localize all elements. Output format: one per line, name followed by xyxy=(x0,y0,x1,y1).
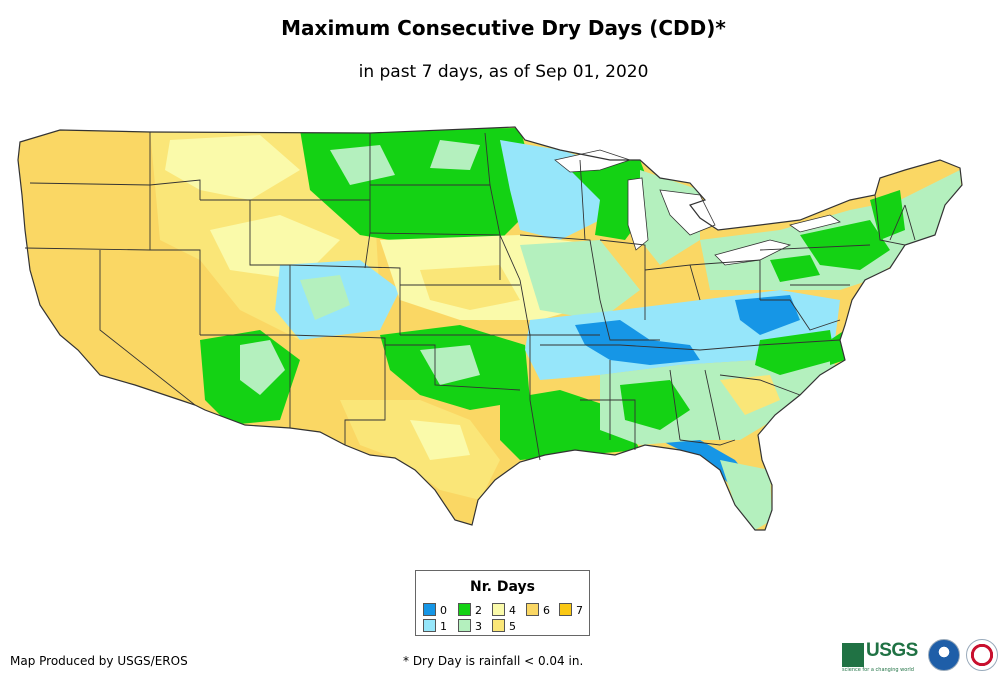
great-lakes xyxy=(554,149,841,266)
agency-logos: USGS science for a changing world xyxy=(842,637,1002,677)
legend-label: 0 xyxy=(440,604,447,617)
legend-item: 6 xyxy=(526,603,550,617)
page-title: Maximum Consecutive Dry Days (CDD)* xyxy=(281,16,726,40)
legend-item: 2 xyxy=(458,603,482,617)
footnote: * Dry Day is rainfall < 0.04 in. xyxy=(403,654,584,668)
noaa-logo-icon xyxy=(928,639,960,671)
legend-label: 2 xyxy=(475,604,482,617)
legend-swatch xyxy=(458,603,471,616)
legend-swatch xyxy=(559,603,572,616)
page-subtitle: in past 7 days, as of Sep 01, 2020 xyxy=(358,62,649,82)
legend-item: 1 xyxy=(423,619,447,633)
usgs-logo-icon xyxy=(842,643,864,667)
legend-item: 3 xyxy=(458,619,482,633)
usgs-logo-text: USGS xyxy=(866,640,918,661)
nws-logo-icon xyxy=(966,639,998,671)
legend-label: 3 xyxy=(475,620,482,633)
legend-label: 5 xyxy=(509,620,516,633)
legend-swatch xyxy=(423,603,436,616)
legend-swatch xyxy=(526,603,539,616)
legend-label: 6 xyxy=(543,604,550,617)
map-credit: Map Produced by USGS/EROS xyxy=(10,654,188,668)
legend-label: 4 xyxy=(509,604,516,617)
legend: Nr. Days 0 1 2 3 4 5 6 7 xyxy=(415,570,590,636)
legend-item: 4 xyxy=(492,603,516,617)
legend-title: Nr. Days xyxy=(470,579,535,595)
us-outline xyxy=(17,126,963,531)
legend-item: 0 xyxy=(423,603,447,617)
usgs-tagline: science for a changing world xyxy=(842,667,914,673)
cdd-map xyxy=(17,126,963,531)
state-borders xyxy=(24,132,916,461)
legend-item: 7 xyxy=(559,603,583,617)
legend-item: 5 xyxy=(492,619,516,633)
legend-label: 7 xyxy=(576,604,583,617)
legend-swatch xyxy=(458,619,471,632)
legend-swatch xyxy=(492,619,505,632)
legend-swatch xyxy=(492,603,505,616)
legend-label: 1 xyxy=(440,620,447,633)
legend-swatch xyxy=(423,619,436,632)
